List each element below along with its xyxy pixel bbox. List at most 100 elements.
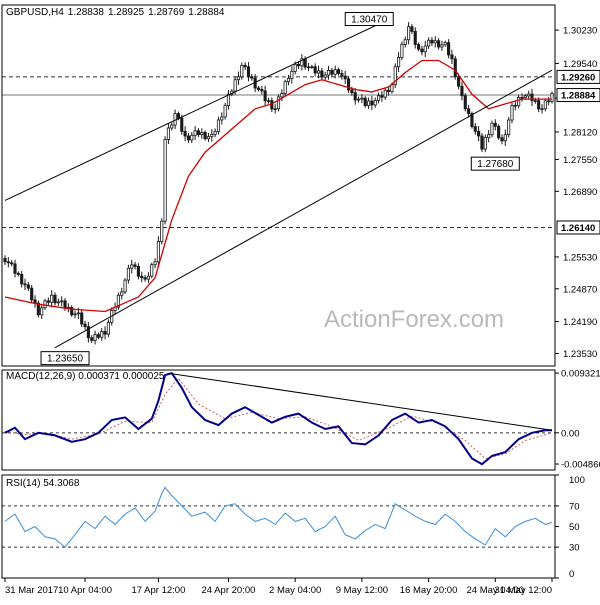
- price-pane-title: GBPUSD,H4 1.28838 1.28925 1.28769 1.28884: [6, 7, 225, 18]
- candle-body: [213, 130, 217, 135]
- candle-body: [480, 135, 484, 150]
- candle-body: [123, 279, 127, 293]
- candle-body: [16, 272, 20, 275]
- candle-body: [293, 63, 297, 72]
- time-axis-tick-label: 2 May 04:00: [269, 585, 321, 596]
- candle-body: [266, 100, 271, 102]
- candle-body: [427, 39, 431, 47]
- candle-body: [463, 95, 467, 110]
- candle-body: [80, 312, 84, 325]
- price-axis-tag: [556, 88, 600, 103]
- candle-body: [256, 87, 261, 90]
- candle-body: [360, 97, 364, 100]
- candle-body: [450, 54, 454, 60]
- candle-body: [430, 39, 434, 44]
- candle-body: [183, 130, 187, 137]
- candle-body: [203, 132, 207, 140]
- candle-body: [296, 63, 301, 67]
- time-axis-tick-label: 9 May 12:00: [336, 585, 388, 596]
- candle-body: [473, 126, 477, 132]
- candle-body: [370, 100, 374, 106]
- price-axis-tick-label: 1.24190: [563, 317, 597, 328]
- candle-body: [20, 273, 24, 285]
- candle-body: [333, 69, 337, 75]
- candle-body: [200, 132, 204, 135]
- candle-body: [443, 42, 447, 46]
- candle-body: [547, 100, 551, 103]
- candle-body: [397, 56, 401, 68]
- candle-body: [160, 220, 164, 242]
- candle-body: [60, 300, 64, 303]
- candle-body: [73, 313, 77, 316]
- time-axis-tick-label: 10 Apr 04:00: [58, 585, 112, 596]
- layer-rsi: [2, 486, 555, 548]
- candle-body: [153, 261, 157, 266]
- price-axis-tick-label: 1.27550: [563, 155, 597, 166]
- header-symbol: GBPUSD,H4: [6, 7, 64, 18]
- candle-body: [346, 78, 351, 91]
- candle-body: [290, 70, 294, 79]
- candle-body: [146, 275, 150, 280]
- candle-body: [6, 261, 10, 264]
- candle-body: [483, 137, 487, 150]
- candle-body: [236, 76, 241, 81]
- candle-body: [383, 89, 387, 98]
- candle-body: [226, 93, 231, 106]
- candle-body: [206, 136, 211, 140]
- candle-body: [126, 267, 130, 281]
- price-annotation-box: [40, 351, 90, 366]
- candle-body: [543, 100, 547, 110]
- time-axis-tick-label: 24 May 04:00: [467, 585, 525, 596]
- time-axis-tick-label: 31 Mar 2017: [5, 585, 58, 596]
- candle-body: [196, 130, 201, 135]
- candle-body: [220, 116, 224, 121]
- price-axis-tag-label: 1.28884: [561, 91, 596, 102]
- candle-body: [540, 108, 544, 110]
- candle-body: [487, 134, 491, 139]
- candle-body: [470, 113, 474, 128]
- candle-body: [83, 323, 87, 328]
- rsi-line: [4, 486, 553, 548]
- price-axis-tick-label: 1.30230: [563, 26, 597, 37]
- candle-body: [210, 133, 214, 137]
- candle-body: [320, 70, 324, 78]
- candle-body: [423, 45, 427, 53]
- candle-body: [130, 264, 134, 269]
- candle-body: [400, 43, 404, 58]
- candle-body: [376, 95, 381, 101]
- candle-body: [223, 105, 227, 118]
- candle-body: [70, 306, 74, 316]
- candle-body: [116, 294, 120, 308]
- candle-body: [186, 135, 191, 141]
- candle-body: [300, 58, 304, 67]
- candle-body: [170, 124, 174, 129]
- price-axis-tick-label: 1.28120: [563, 127, 597, 138]
- candle-body: [40, 307, 44, 316]
- candle-body: [180, 117, 184, 132]
- candle-body: [246, 66, 251, 78]
- candle-body: [356, 98, 361, 101]
- macd-axis-tick-label: -0.004866: [561, 460, 600, 471]
- candle-body: [326, 69, 331, 76]
- price-axis-tag: [556, 220, 600, 235]
- time-axis-tick-label: 16 May 20:00: [400, 585, 458, 596]
- rsi-axis-tick-label: 0: [569, 569, 574, 580]
- candle-body: [276, 96, 281, 110]
- candle-body: [136, 265, 140, 277]
- macd-pane-frame: [1, 369, 556, 471]
- candle-body: [50, 294, 54, 303]
- rsi-axis-tick-label: 100: [569, 475, 585, 486]
- candle-body: [216, 119, 221, 132]
- candle-body: [106, 321, 110, 335]
- candle-body: [193, 130, 197, 136]
- candle-body: [310, 66, 314, 68]
- candle-body: [447, 42, 451, 56]
- macd-line: [4, 372, 552, 466]
- watermark: ActionForex.com: [324, 306, 504, 333]
- candle-body: [53, 294, 57, 304]
- channel-line: [4, 19, 389, 201]
- candle-body: [323, 74, 327, 78]
